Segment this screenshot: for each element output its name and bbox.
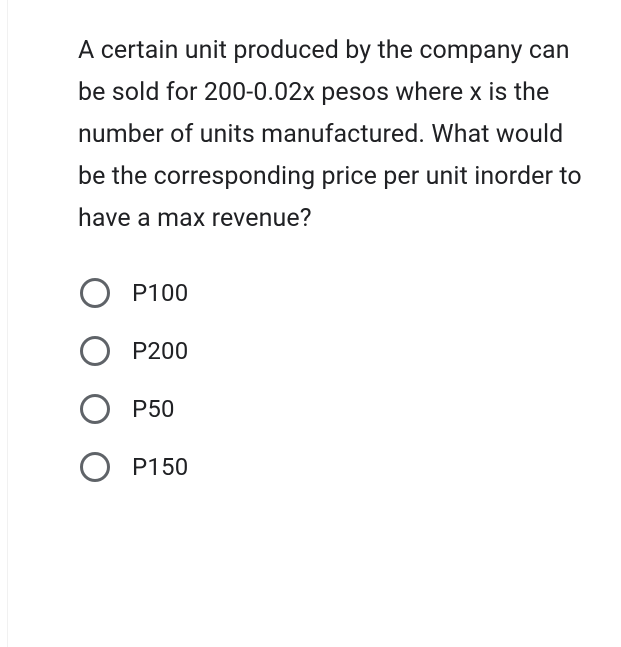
radio-icon <box>80 278 110 308</box>
options-group: P100 P200 P50 P150 <box>78 278 586 482</box>
radio-icon <box>80 394 110 424</box>
option-0[interactable]: P100 <box>80 278 586 308</box>
option-label: P200 <box>132 337 188 365</box>
question-text: A certain unit produced by the company c… <box>78 30 586 240</box>
radio-icon <box>80 336 110 366</box>
option-label: P100 <box>132 279 188 307</box>
option-3[interactable]: P150 <box>80 452 586 482</box>
option-label: P50 <box>132 395 175 423</box>
option-label: P150 <box>132 453 188 481</box>
option-2[interactable]: P50 <box>80 394 586 424</box>
radio-icon <box>80 452 110 482</box>
left-border <box>0 0 8 647</box>
option-1[interactable]: P200 <box>80 336 586 366</box>
